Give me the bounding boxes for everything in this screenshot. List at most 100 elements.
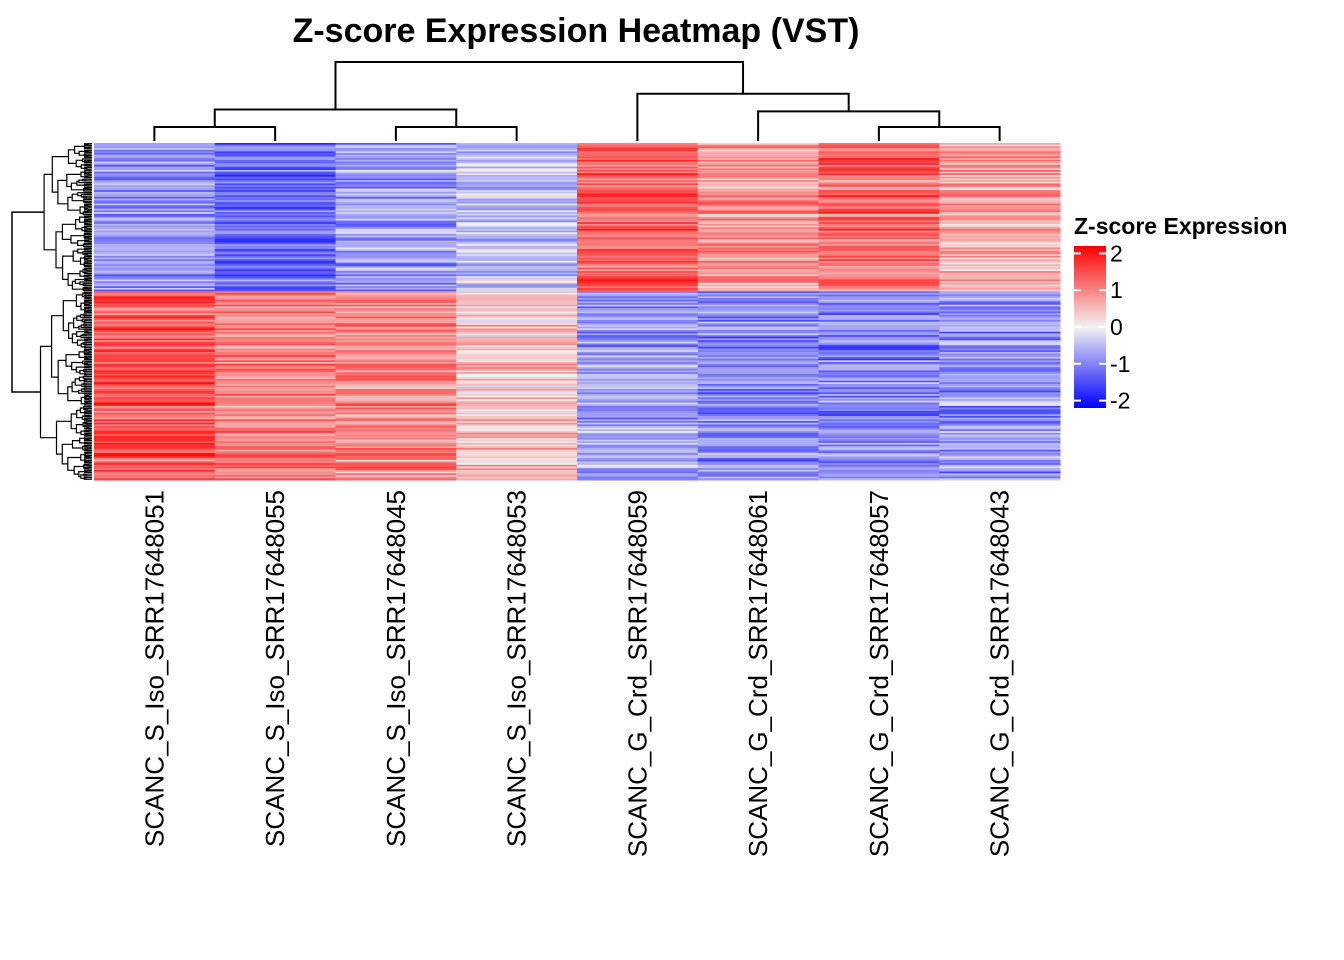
heatmap-cell [335,215,457,218]
heatmap-cell [94,260,216,264]
heatmap-cell [335,410,457,414]
heatmap-cell [818,158,940,161]
dendrogram-branch [877,126,1001,141]
heatmap-cell [818,279,940,282]
heatmap-cell [214,437,336,441]
heatmap-cell [939,399,1061,402]
heatmap-cell [577,454,699,457]
heatmap-cell [456,453,578,456]
heatmap-cell [94,434,216,437]
heatmap-cell [939,260,1061,264]
heatmap-cell [94,294,216,297]
heatmap-cell [335,399,457,402]
heatmap-cell [94,446,216,449]
heatmap-cell [939,466,1061,469]
heatmap-cell [335,328,457,331]
heatmap-cell [456,159,578,163]
heatmap-cell [939,166,1061,169]
heatmap-cell [697,454,819,457]
heatmap-cell [939,203,1061,206]
heatmap-cell [818,446,940,449]
heatmap-cell [697,148,819,151]
heatmap-cell [939,314,1061,318]
heatmap-cell [214,277,336,280]
heatmap-cell [214,237,336,240]
heatmap-cell [577,186,699,189]
heatmap-cell [335,351,457,355]
heatmap-cell [456,368,578,371]
heatmap-cell [94,422,216,425]
heatmap-cell [577,264,699,267]
heatmap-cell [697,400,819,403]
heatmap-cell [456,461,578,464]
heatmap-cell [456,298,578,301]
heatmap-cell [818,252,940,255]
heatmap-cell [456,260,578,264]
heatmap-cell [456,175,578,178]
heatmap-cell [577,244,699,247]
heatmap-cell [577,227,699,230]
heatmap-cell [214,389,336,392]
heatmap-cell [697,163,819,166]
heatmap-cell [577,367,699,370]
heatmap-cell [214,279,336,282]
heatmap-cell [335,464,457,468]
heatmap-cell [577,436,699,439]
heatmap-cell [335,469,457,473]
heatmap-cell [94,277,216,280]
heatmap-cell [697,158,819,161]
heatmap-cell [94,233,216,237]
heatmap-cell [818,441,940,444]
heatmap-cell [456,296,578,299]
dendrogram-branch [51,156,69,193]
heatmap-cell [818,407,940,410]
heatmap-cell [939,264,1061,267]
heatmap-cell [94,164,216,168]
heatmap-cell [214,473,336,476]
heatmap-cell [577,159,699,163]
heatmap-cell [94,240,216,243]
heatmap-cell [335,183,457,186]
heatmap-cell [456,151,578,154]
heatmap-cell [94,463,216,466]
heatmap-cell [697,279,819,282]
heatmap-cell [818,367,940,370]
heatmap-cell [818,399,940,402]
heatmap-cell [335,228,457,232]
heatmap-cell [214,225,336,228]
heatmap-cell [335,309,457,312]
heatmap-cell [577,309,699,312]
heatmap-cell [456,233,578,237]
heatmap-cell [939,144,1061,147]
heatmap-cell [697,432,819,436]
heatmap-cell [456,397,578,400]
heatmap-cell [577,205,699,208]
heatmap-cell [456,353,578,356]
heatmap-cell [697,151,819,154]
heatmap-cell [94,176,216,179]
heatmap-cell [939,151,1061,154]
heatmap-cell [456,235,578,238]
heatmap-cell [577,303,699,306]
heatmap-cell [818,266,940,269]
heatmap-cell [214,281,336,284]
heatmap-cell [577,284,699,287]
heatmap-cell [939,304,1061,307]
heatmap-cell [939,468,1061,471]
heatmap-cell [94,215,216,218]
heatmap-cell [577,255,699,259]
heatmap-cell [939,382,1061,385]
heatmap-cell [214,161,336,164]
dendrogram-branch [636,92,850,141]
heatmap-cell [939,439,1061,442]
heatmap-cell [94,264,216,267]
heatmap-cell [456,422,578,425]
heatmap-cell [818,159,940,163]
heatmap-cell [577,335,699,338]
heatmap-cell [94,392,216,395]
heatmap-cell [818,284,940,287]
heatmap-cell [577,168,699,171]
heatmap-cell [456,372,578,375]
heatmap-cell [939,454,1061,457]
heatmap-cell [577,350,699,353]
